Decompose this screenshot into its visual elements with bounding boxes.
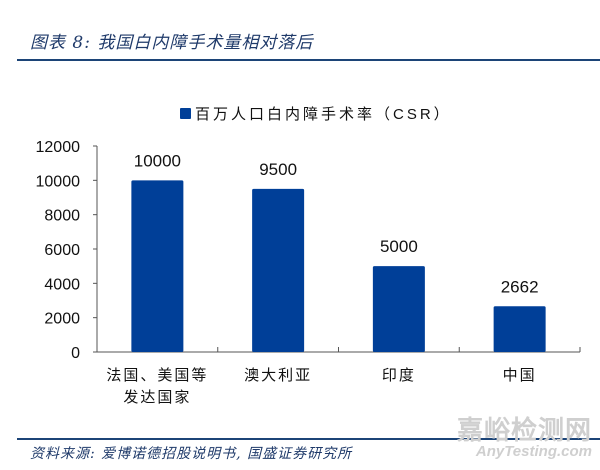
watermark: 嘉峪检测网 AnyTesting.com [457, 417, 592, 461]
x-category-label-line: 中国 [502, 366, 537, 384]
bars [131, 180, 546, 352]
x-category-label-line: 印度 [381, 366, 416, 384]
y-tick-label: 8000 [44, 208, 80, 225]
legend-swatch [180, 108, 191, 119]
bar [372, 266, 425, 352]
y-tick-label: 6000 [44, 242, 80, 259]
value-labels: 10000 9500 5000 2662 [134, 151, 539, 296]
x-category-label: 印度 [339, 364, 459, 386]
legend-label: 百万人口白内障手术率（CSR） [195, 106, 452, 123]
x-category-label: 澳大利亚 [218, 364, 338, 386]
chart-legend: 百万人口白内障手术率（CSR） [180, 103, 452, 124]
x-category-label: 中国 [460, 364, 580, 386]
y-tick-label: 2000 [44, 311, 80, 328]
figure-title: 图表 8: 我国白内障手术量相对落后 [30, 33, 314, 53]
bar-value-label: 5000 [380, 237, 418, 256]
watermark-cn: 嘉峪检测网 [456, 415, 592, 445]
x-category-label-line: 发达国家 [123, 388, 192, 406]
source-note: 资料来源: 爱博诺德招股说明书, 国盛证券研究所 [30, 446, 353, 462]
y-tick-label: 4000 [44, 276, 80, 293]
x-ticks [217, 347, 581, 352]
title-divider [17, 59, 600, 61]
x-category-label-line: 澳大利亚 [244, 366, 313, 384]
x-category-label-line: 法国、美国等 [106, 366, 209, 384]
watermark-en: AnyTesting.com [475, 443, 592, 460]
bar [131, 180, 184, 352]
y-ticks: 0 2000 4000 6000 8000 10000 12000 [36, 139, 97, 362]
bar-value-label: 2662 [501, 277, 539, 296]
bar-value-label: 9500 [259, 160, 297, 179]
y-tick-label: 0 [71, 345, 80, 362]
bar [493, 306, 546, 352]
source-divider [17, 438, 600, 440]
bar [252, 188, 305, 352]
y-tick-label: 12000 [36, 139, 81, 156]
y-tick-label: 10000 [36, 173, 81, 190]
x-category-label: 法国、美国等 发达国家 [97, 364, 217, 408]
bar-value-label: 10000 [134, 151, 181, 170]
